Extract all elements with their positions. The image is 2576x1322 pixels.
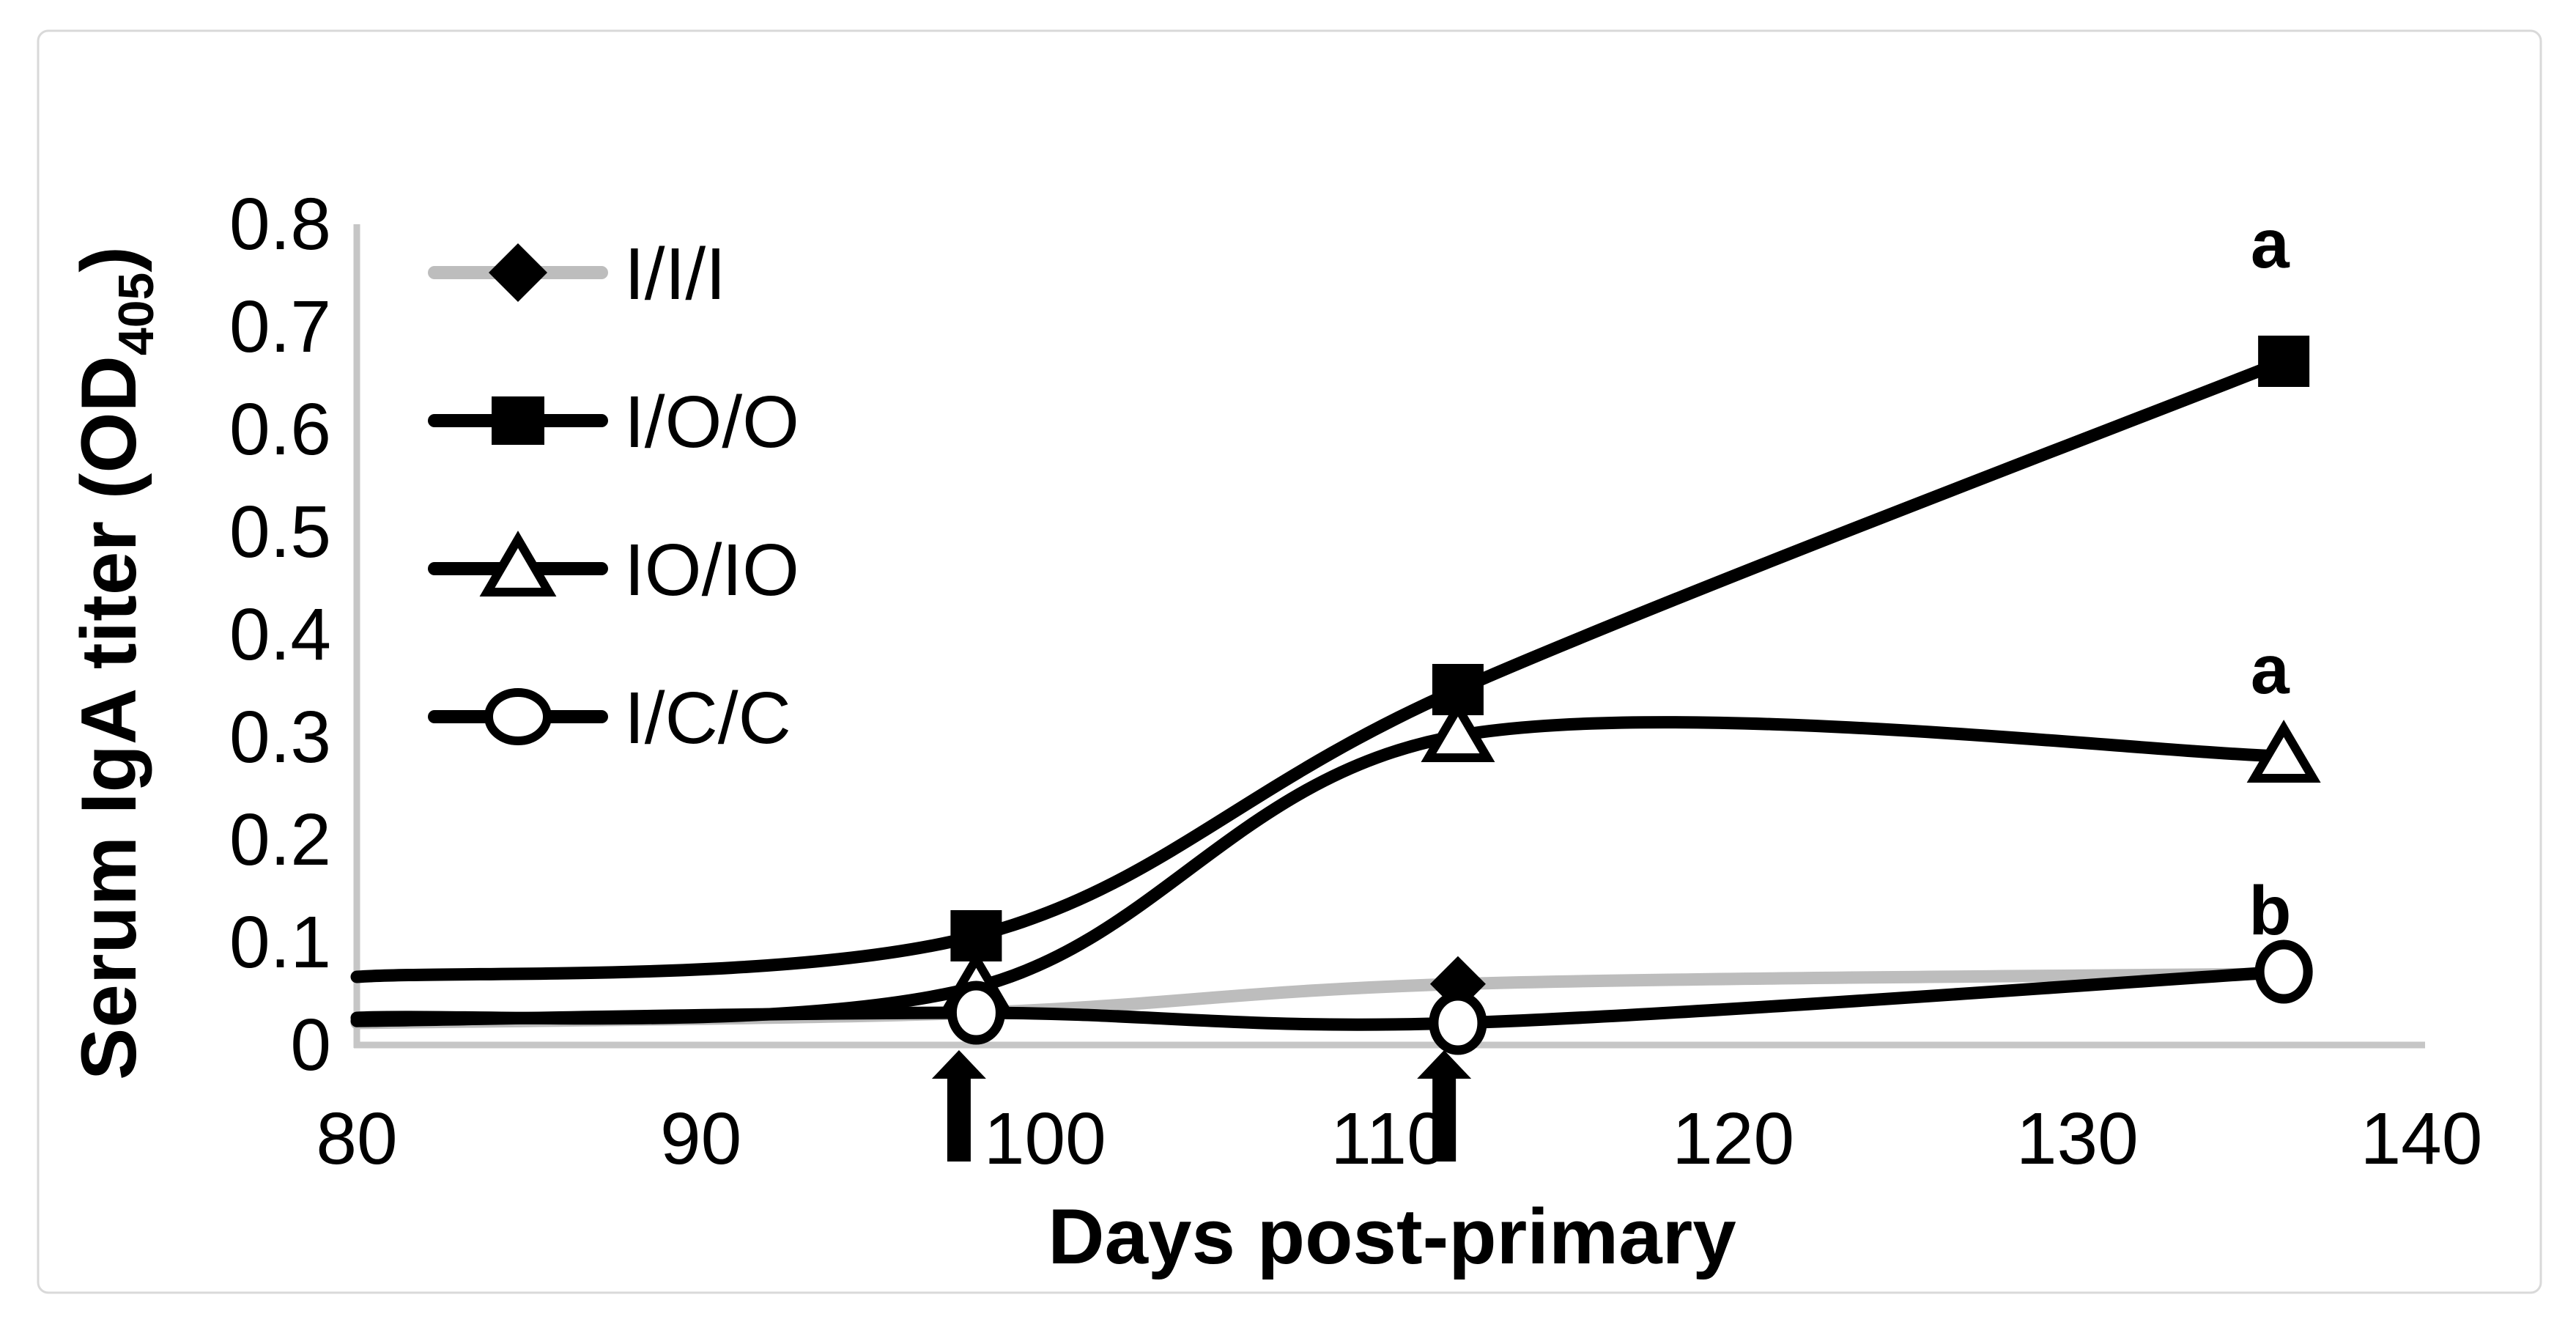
y-tick-label: 0.4 (229, 594, 331, 676)
y-tick-label: 0 (290, 1004, 331, 1086)
legend-item-ioo: I/O/O (428, 381, 799, 463)
legend-item-iii: I/I/I (428, 233, 726, 315)
legend-label-ioo: I/O/O (624, 381, 799, 463)
y-axis-tick-labels: 0 0.1 0.2 0.3 0.4 0.5 0.6 0.7 0.8 (229, 183, 331, 1086)
x-tick-label: 80 (316, 1098, 397, 1180)
data-series (350, 336, 2321, 1055)
y-axis-title-subscript: 405 (108, 273, 164, 355)
significance-letter: a (2251, 205, 2290, 283)
legend-label-icc: I/C/C (624, 677, 791, 759)
up-arrow-icon (931, 1050, 986, 1162)
y-tick-label: 0.6 (229, 388, 331, 470)
circle-marker-icon (2254, 939, 2313, 1004)
significance-letters: a a b (2249, 205, 2291, 950)
injection-arrows (931, 1050, 1472, 1162)
series-line-icc (350, 965, 2290, 1031)
x-tick-label: 100 (984, 1098, 1106, 1180)
figure-border (37, 29, 2542, 1294)
legend-item-icc: I/C/C (428, 677, 791, 759)
triangle-marker-icon (1421, 699, 1495, 762)
legend-item-ioio: IO/IO (428, 529, 799, 611)
legend: I/I/I I/O/O IO/IO I/C/C (428, 233, 799, 759)
square-marker-icon (492, 396, 544, 445)
x-tick-label: 140 (2361, 1098, 2483, 1180)
x-tick-label: 110 (1330, 1098, 1447, 1180)
significance-letter: a (2251, 631, 2290, 709)
y-tick-label: 0.1 (229, 901, 331, 983)
y-tick-label: 0.3 (229, 696, 331, 778)
up-arrow-icon (1417, 1050, 1472, 1162)
triangle-marker-icon (479, 531, 557, 597)
circle-marker-icon (947, 981, 1005, 1045)
triangle-marker-icon (2246, 720, 2321, 783)
x-axis-tick-labels: 80 90 100 110 120 130 140 (316, 1098, 2482, 1180)
circle-marker-icon (484, 688, 552, 745)
y-axis-title: Serum IgA titer (OD405) (64, 246, 164, 1080)
significance-letter: b (2249, 872, 2291, 950)
diamond-marker-icon (489, 243, 547, 302)
x-tick-label: 90 (660, 1098, 741, 1180)
y-tick-label: 0.5 (229, 491, 331, 573)
y-tick-label: 0.8 (229, 183, 331, 265)
legend-label-iii: I/I/I (624, 233, 726, 315)
x-tick-label: 120 (1672, 1098, 1794, 1180)
square-marker-icon (2258, 336, 2310, 387)
x-axis-title: Days post-primary (1048, 1192, 1736, 1280)
circle-marker-icon (1429, 991, 1487, 1055)
x-tick-label: 130 (2016, 1098, 2139, 1180)
series-line-ioo (350, 355, 2290, 983)
y-tick-label: 0.2 (229, 799, 331, 881)
legend-label-ioio: IO/IO (624, 529, 799, 611)
y-tick-label: 0.7 (229, 286, 331, 368)
